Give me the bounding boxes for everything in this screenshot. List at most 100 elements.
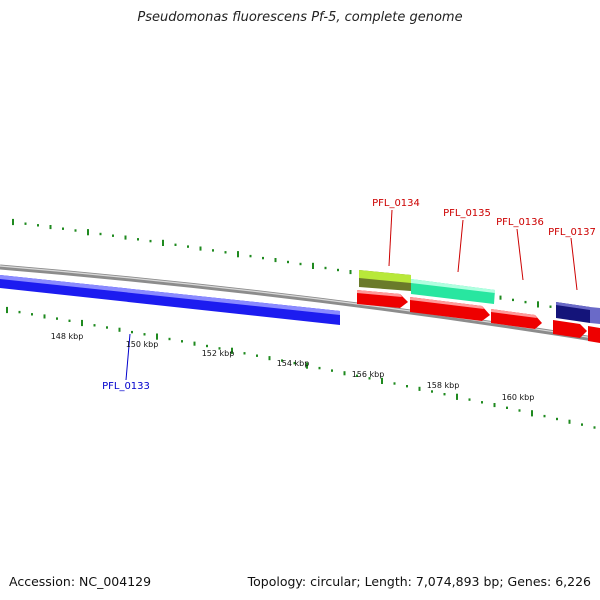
gene-PFL_0136[interactable] [491, 309, 542, 329]
scale-tick [268, 356, 271, 361]
scale-tick [506, 406, 508, 409]
scale-tick [381, 377, 383, 384]
gene-PFL_0135[interactable] [411, 279, 495, 304]
scale-label: 158 kbp [427, 381, 460, 390]
scale-tick [356, 374, 358, 377]
scale-tick [287, 260, 289, 264]
scale-tick [74, 229, 77, 232]
scale-tick [593, 426, 596, 429]
scale-tick [106, 326, 108, 329]
scale-tick [149, 239, 152, 243]
scale-tick [531, 410, 533, 417]
genome-summary-text: Topology: circular; Length: 7,074,893 bp… [247, 574, 591, 589]
scale-tick [6, 306, 8, 314]
scale-tick [224, 251, 227, 254]
scale-tick [249, 254, 252, 258]
scale-tick [168, 337, 171, 341]
scale-tick [312, 262, 314, 269]
scale-tick [324, 266, 327, 270]
scale-tick [237, 251, 239, 258]
scale-tick [524, 300, 527, 304]
scale-tick [68, 319, 71, 322]
scale-tick [537, 301, 539, 308]
scale-tick [393, 382, 396, 385]
callout-line-PFL_0134 [388, 209, 393, 267]
scale-tick [256, 354, 258, 357]
gene-PFL_0134[interactable] [359, 270, 411, 291]
scale-tick [37, 224, 39, 227]
gene-PFL_0135-strand[interactable] [410, 297, 490, 321]
scale-label: 154 kbp [277, 359, 310, 368]
gene-label-PFL_0134[interactable]: PFL_0134 [372, 198, 420, 209]
scale-tick [193, 341, 196, 346]
scale-tick [156, 333, 158, 340]
scale-tick [418, 386, 421, 391]
scale-tick [349, 270, 352, 275]
scale-tick [112, 234, 114, 237]
callout-line-PFL_0133 [125, 333, 131, 381]
callout-line-PFL_0137 [570, 237, 578, 291]
gene-PFL_0137-strand[interactable] [553, 320, 600, 343]
scale-tick [31, 313, 33, 316]
tick-row-upper [12, 218, 600, 318]
scale-tick [24, 222, 27, 225]
scale-tick [18, 310, 21, 314]
scale-tick [99, 232, 102, 236]
scale-label: 148 kbp [51, 332, 84, 341]
scale-tick [431, 390, 433, 393]
scale-tick [187, 245, 189, 248]
scale-tick [218, 347, 221, 350]
scale-tick [493, 403, 496, 408]
scale-tick [43, 314, 46, 319]
callout-line-PFL_0136 [516, 228, 524, 281]
scale-tick [343, 371, 346, 376]
scale-tick [481, 401, 483, 404]
scale-tick [231, 347, 233, 354]
scale-tick [206, 344, 208, 348]
scale-tick [556, 417, 558, 421]
scale-tick [212, 249, 214, 252]
gene-PFL_0137[interactable] [556, 302, 600, 324]
scale-tick [49, 225, 52, 230]
scale-tick [499, 295, 502, 300]
gene-PFL_0133[interactable] [0, 275, 340, 325]
tick-row-lower [6, 306, 596, 429]
scale-tick [549, 305, 552, 308]
scale-label: 152 kbp [202, 349, 235, 358]
gene-label-PFL_0136[interactable]: PFL_0136 [496, 217, 544, 228]
scale-tick [56, 317, 58, 320]
scale-tick [331, 369, 333, 372]
accession-text: Accession: NC_004129 [9, 574, 152, 589]
scale-tick [118, 327, 121, 332]
scale-tick [293, 361, 296, 365]
scale-tick [518, 409, 521, 412]
scale-tick [568, 419, 571, 424]
scale-tick [87, 229, 89, 236]
scale-tick [124, 235, 127, 240]
scale-tick [468, 398, 471, 401]
scale-tick [368, 377, 371, 380]
scale-tick [131, 330, 133, 334]
scale-label: 150 kbp [126, 340, 159, 349]
scale-tick [281, 359, 283, 362]
scale-tick [512, 298, 514, 302]
scale-tick [306, 362, 308, 369]
gene-label-PFL_0137[interactable]: PFL_0137 [548, 227, 596, 238]
genome-backbone [0, 264, 600, 343]
scale-tick [543, 414, 546, 418]
gene-label-PFL_0133[interactable]: PFL_0133 [102, 381, 150, 392]
gene-label-PFL_0135[interactable]: PFL_0135 [443, 208, 491, 219]
scale-tick [318, 366, 321, 370]
scale-tick [143, 333, 146, 336]
scale-tick [443, 393, 446, 396]
scale-tick [181, 340, 183, 343]
scale-tick [62, 227, 64, 230]
scale-tick [243, 352, 246, 355]
scale-tick [174, 243, 177, 246]
scale-tick [456, 393, 458, 400]
scale-tick [162, 239, 164, 246]
gene-PFL_0134-strand[interactable] [357, 290, 408, 308]
scale-tick [406, 385, 408, 388]
callout-line-PFL_0135 [457, 219, 464, 273]
